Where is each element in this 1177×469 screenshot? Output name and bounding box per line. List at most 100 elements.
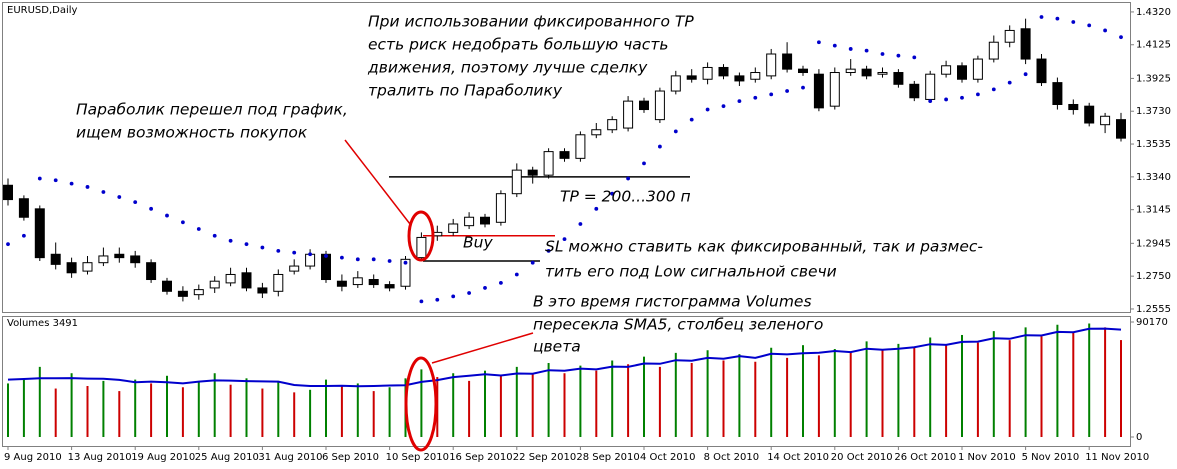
- sar-dot: [69, 181, 74, 186]
- sar-dot: [546, 249, 551, 253]
- candle-body: [384, 284, 395, 289]
- sar-dot: [880, 52, 885, 56]
- sar-dot: [149, 206, 154, 211]
- sar-dot: [1119, 35, 1123, 40]
- candle-body: [861, 68, 872, 77]
- candle-body: [82, 262, 93, 272]
- candle-body: [654, 90, 665, 121]
- x-tick-label: 6 Sep 2010: [322, 452, 379, 463]
- y-tick-label: 1.2750: [1136, 271, 1171, 282]
- candle-body: [1084, 105, 1095, 124]
- annotation: тить его под Low сигнальной свечи: [545, 263, 837, 281]
- sar-dot: [642, 161, 646, 166]
- y-tick-label: 1.3925: [1136, 73, 1171, 84]
- candle-body: [750, 72, 761, 80]
- sar-dot: [419, 299, 424, 304]
- sar-dot: [117, 195, 122, 199]
- sar-dot: [403, 260, 408, 265]
- x-tick-label: 4 Oct 2010: [640, 452, 695, 463]
- highlight-ellipse: [404, 356, 438, 452]
- sar-dot: [705, 107, 710, 112]
- sar-dot: [769, 92, 774, 97]
- sar-dot: [181, 220, 185, 225]
- candle-body: [480, 216, 490, 225]
- candle-body: [130, 255, 141, 264]
- annotation: движения, поэтому лучше сделку: [367, 59, 648, 77]
- sar-dot: [626, 176, 630, 181]
- sar-dot: [896, 53, 901, 58]
- y-tick-label: 0: [1136, 432, 1142, 443]
- sar-dot: [451, 294, 456, 299]
- candle-body: [464, 216, 475, 227]
- candle-body: [734, 75, 745, 82]
- x-tick-label: 1 Nov 2010: [958, 452, 1016, 463]
- annotation: ищем возможность покупок: [76, 124, 308, 142]
- candle-body: [495, 193, 506, 223]
- volume-panel: [2, 316, 1131, 447]
- x-tick-label: 20 Oct 2010: [831, 452, 893, 463]
- x-tick-label: 10 Sep 2010: [386, 452, 449, 463]
- candle-body: [352, 277, 363, 286]
- x-tick-label: 19 Aug 2010: [131, 452, 195, 463]
- candle-body: [639, 100, 649, 111]
- sar-dot: [37, 176, 42, 181]
- candle-body: [798, 68, 808, 74]
- sar-dot: [387, 259, 392, 263]
- y-tick-label: 1.4320: [1136, 7, 1171, 18]
- candle-body: [782, 53, 793, 70]
- sar-dot: [912, 55, 917, 60]
- candle-body: [162, 280, 172, 292]
- x-tick-label: 5 Nov 2010: [1022, 452, 1080, 463]
- highlight-ellipse: [407, 210, 435, 262]
- candle-body: [448, 223, 459, 233]
- sar-dot: [292, 250, 297, 255]
- sar-dot: [371, 257, 376, 262]
- sar-dot: [1055, 16, 1060, 21]
- candle-body: [321, 253, 331, 281]
- sar-dot: [848, 47, 853, 51]
- candle-body: [909, 83, 920, 99]
- sar-dot: [260, 245, 265, 250]
- sar-dot: [22, 233, 26, 238]
- sar-dot: [689, 117, 694, 122]
- candle-body: [289, 265, 300, 272]
- annotation: При использовании фиксированного TP: [368, 13, 694, 31]
- sar-dot: [928, 99, 933, 104]
- y-tick-label: 1.2945: [1136, 238, 1171, 249]
- candle-body: [925, 73, 936, 100]
- sar-dot: [85, 185, 90, 189]
- sar-dot: [467, 291, 471, 295]
- candle-body: [972, 58, 983, 80]
- y-tick-label: 1.3730: [1136, 106, 1171, 117]
- sar-dot: [1103, 28, 1107, 33]
- x-tick-label: 16 Sep 2010: [449, 452, 512, 463]
- x-tick-label: 26 Oct 2010: [894, 452, 956, 463]
- sar-dot: [753, 95, 758, 100]
- candle-body: [241, 272, 252, 289]
- candle-body: [193, 289, 204, 296]
- y-tick-label: 90170: [1136, 317, 1168, 328]
- sar-dot: [212, 233, 217, 238]
- candle-body: [18, 198, 29, 218]
- annotation: цвета: [533, 338, 581, 356]
- candle-body: [177, 290, 188, 297]
- candle-body: [3, 184, 13, 201]
- x-tick-label: 31 Aug 2010: [258, 452, 322, 463]
- panel-title: Volumes 3491: [7, 318, 78, 329]
- sar-dot: [53, 178, 58, 183]
- sar-dot: [578, 222, 583, 226]
- sar-dot: [832, 43, 837, 48]
- sar-dot: [1087, 23, 1092, 28]
- candle-body: [877, 72, 888, 75]
- annotation: пересекла SMA5, столбец зеленого: [533, 316, 823, 334]
- sar-dot: [960, 95, 964, 100]
- candle-body: [114, 253, 125, 259]
- candle-body: [1020, 28, 1031, 60]
- sar-dot: [324, 254, 328, 258]
- sar-dot: [944, 97, 948, 102]
- sar-dot: [530, 260, 535, 265]
- sar-dot: [340, 255, 344, 260]
- sar-dot: [562, 237, 567, 242]
- sar-dot: [514, 272, 519, 277]
